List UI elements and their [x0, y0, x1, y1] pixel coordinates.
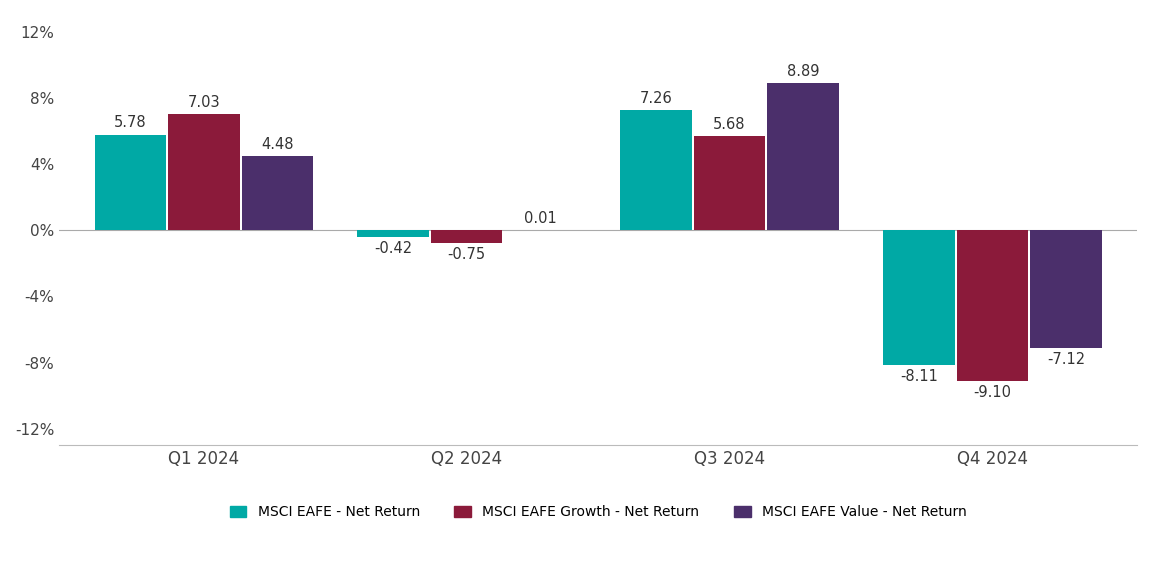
Text: -0.75: -0.75	[448, 247, 486, 262]
Text: -8.11: -8.11	[900, 369, 938, 384]
Bar	[620, 110, 691, 230]
Bar	[242, 156, 313, 230]
Bar	[168, 114, 240, 230]
Text: 5.68: 5.68	[713, 117, 745, 132]
Text: 4.48: 4.48	[262, 137, 294, 152]
Text: 0.01: 0.01	[524, 211, 556, 226]
Bar	[694, 136, 765, 230]
Bar	[956, 230, 1028, 381]
Bar	[94, 134, 166, 230]
Text: 5.78: 5.78	[114, 115, 146, 130]
Text: -0.42: -0.42	[374, 241, 412, 256]
Text: -9.10: -9.10	[973, 385, 1011, 400]
Text: 8.89: 8.89	[787, 64, 819, 79]
Bar	[1030, 230, 1101, 348]
Text: 7.26: 7.26	[639, 91, 673, 106]
Bar	[357, 230, 429, 237]
Legend: MSCI EAFE - Net Return, MSCI EAFE Growth - Net Return, MSCI EAFE Value - Net Ret: MSCI EAFE - Net Return, MSCI EAFE Growth…	[225, 500, 972, 524]
Bar	[431, 230, 502, 243]
Text: 7.03: 7.03	[188, 95, 220, 110]
Text: -7.12: -7.12	[1047, 352, 1085, 367]
Bar	[767, 83, 839, 230]
Bar	[884, 230, 955, 365]
